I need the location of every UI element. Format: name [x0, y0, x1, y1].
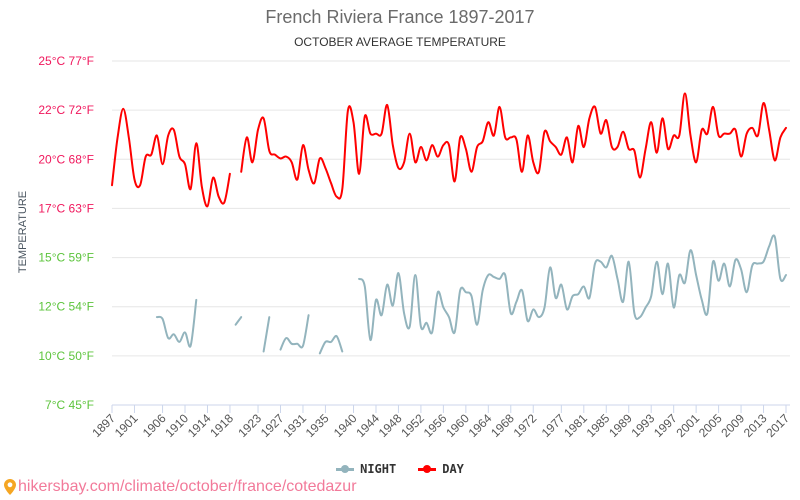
x-tick-label: 1972 [511, 411, 540, 440]
legend-label-day: DAY [442, 462, 464, 476]
y-tick-label: 7°C 45°F [45, 398, 94, 412]
x-tick-label: 2009 [718, 411, 747, 440]
y-tick-label: 12°C 54°F [38, 300, 94, 314]
x-tick-label: 1948 [376, 411, 405, 440]
series-line-night [262, 316, 271, 353]
x-tick-label: 1989 [606, 411, 635, 440]
x-tick-label: 1993 [629, 411, 658, 440]
x-tick-label: 1914 [185, 411, 214, 440]
x-tick-label: 1931 [280, 411, 309, 440]
line-chart: 25°C 77°F 22°C 72°F 20°C 68°F 17°C 63°F 15°C… [38, 54, 792, 440]
series-line-day [240, 92, 787, 200]
series-line-night [318, 334, 344, 355]
x-tick-label: 1901 [112, 411, 141, 440]
y-tick-label: 10°C 50°F [38, 349, 94, 363]
series-line-night [358, 234, 787, 342]
x-tick-label: 1968 [488, 411, 517, 440]
series-line-night [155, 298, 198, 348]
y-tick-label: 17°C 63°F [38, 201, 94, 215]
source-url: hikersbay.com/climate/october/france/cot… [18, 478, 357, 495]
x-tick-label: 1956 [421, 411, 450, 440]
y-tick-label: 20°C 68°F [38, 152, 94, 166]
x-tick-label: 2013 [741, 411, 770, 440]
x-tick-label: 2001 [673, 411, 702, 440]
x-tick-label: 1897 [89, 411, 118, 440]
source-link[interactable]: hikersbay.com/climate/october/france/cot… [4, 478, 357, 496]
x-tick-label: 1923 [235, 411, 264, 440]
day-marker-icon [418, 464, 437, 473]
x-tick-label: 2017 [763, 411, 792, 440]
legend-label-night: NIGHT [360, 462, 397, 476]
x-tick-label: 1997 [651, 411, 680, 440]
chart-title: French Riviera France 1897-2017 [265, 7, 535, 27]
series-line-night [279, 314, 310, 351]
legend: NIGHT DAY [0, 462, 800, 476]
x-tick-label: 1940 [331, 411, 360, 440]
x-tick-label: 1981 [561, 411, 590, 440]
series-line-night [234, 316, 243, 326]
legend-item-day[interactable]: DAY [418, 462, 464, 476]
x-tick-label: 1964 [466, 411, 495, 440]
x-tick-label: 1918 [207, 411, 236, 440]
series-line-day [111, 107, 231, 208]
x-tick-label: 1927 [258, 411, 287, 440]
x-tick-label: 1952 [398, 411, 427, 440]
x-tick-label: 1910 [162, 411, 191, 440]
x-tick-label: 1944 [353, 411, 382, 440]
x-tick-label: 1935 [303, 411, 332, 440]
x-tick-label: 2005 [696, 411, 725, 440]
y-tick-label: 22°C 72°F [38, 103, 94, 117]
legend-item-night[interactable]: NIGHT [336, 462, 396, 476]
y-tick-label: 25°C 77°F [38, 54, 94, 68]
x-tick-label: 1960 [443, 411, 472, 440]
x-tick-label: 1977 [539, 411, 568, 440]
x-tick-label: 1906 [140, 411, 169, 440]
x-tick-label: 1985 [584, 411, 613, 440]
chart-subtitle: OCTOBER AVERAGE TEMPERATURE [294, 35, 506, 49]
night-marker-icon [336, 464, 355, 473]
map-pin-icon [4, 479, 16, 495]
y-tick-label: 15°C 59°F [38, 251, 94, 265]
